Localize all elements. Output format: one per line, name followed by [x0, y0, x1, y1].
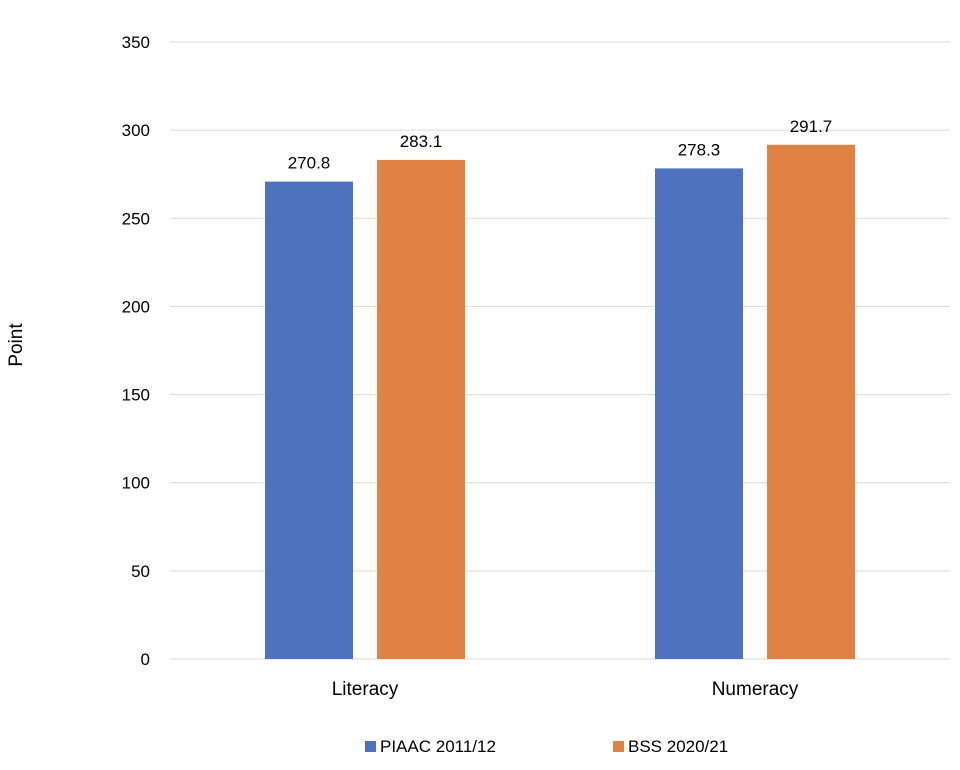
- y-tick-label: 0: [141, 650, 150, 669]
- legend-label: BSS 2020/21: [628, 737, 728, 756]
- x-category-label: Literacy: [332, 679, 399, 700]
- y-axis-ticks: 0 50 100 150 200 250 300 350: [122, 33, 150, 669]
- x-axis-categories: Literacy Numeracy: [332, 679, 799, 700]
- bar: [377, 159, 465, 659]
- y-tick-label: 50: [131, 562, 150, 581]
- bars: [265, 144, 855, 660]
- legend-label: PIAAC 2011/12: [380, 737, 496, 756]
- y-tick-label: 350: [122, 33, 150, 52]
- y-tick-label: 150: [122, 386, 150, 405]
- data-label: 291.7: [790, 117, 833, 136]
- data-label: 270.8: [288, 154, 331, 173]
- legend-swatch: [613, 741, 624, 752]
- y-axis-title: Point: [6, 323, 27, 367]
- y-tick-label: 300: [122, 121, 150, 140]
- y-tick-label: 250: [122, 209, 150, 228]
- bar: [655, 168, 743, 659]
- x-category-label: Numeracy: [712, 679, 799, 700]
- y-tick-label: 200: [122, 297, 150, 316]
- bar: [265, 181, 353, 659]
- data-label: 278.3: [678, 140, 721, 159]
- legend-swatch: [365, 741, 376, 752]
- legend: PIAAC 2011/12 BSS 2020/21: [365, 737, 728, 756]
- data-labels: 270.8 283.1 278.3 291.7: [288, 117, 833, 173]
- data-label: 283.1: [400, 132, 443, 151]
- bar: [767, 144, 855, 660]
- y-tick-label: 100: [122, 474, 150, 493]
